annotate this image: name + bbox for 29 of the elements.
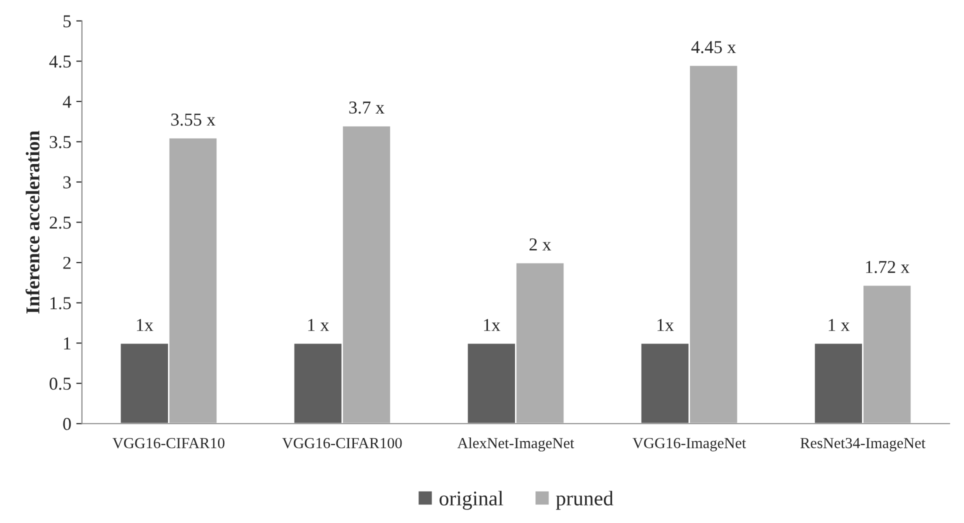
x-tick-label: VGG16-CIFAR100 [282, 438, 402, 448]
data-label: 1 x [308, 318, 329, 331]
y-tick-label: 4 [62, 96, 72, 108]
legend-label: original [440, 490, 504, 510]
y-tick-label: 4.5 [49, 56, 71, 68]
data-label: 1x [136, 318, 154, 331]
y-axis-title: Inference acceleration [26, 130, 40, 314]
y-tick-label: 0 [63, 418, 71, 430]
legend-label: pruned [556, 490, 614, 510]
data-label: 1 x [828, 318, 850, 331]
data-label: 4.45 x [691, 41, 736, 54]
data-label: 1x [484, 318, 500, 331]
x-tick-label: VGG16-CIFAR10 [112, 438, 224, 448]
y-tick-label: 5 [64, 15, 71, 28]
x-tick-label: ResNet34-ImageNet [800, 438, 926, 452]
data-label: 2 x [530, 238, 552, 250]
y-tick-label: 1.5 [50, 297, 71, 310]
x-tick-label: AlexNet-ImageNet [457, 438, 574, 452]
data-label: 3.7 x [349, 101, 384, 114]
x-tick-label: VGG16-ImageNet [632, 438, 746, 452]
data-label: 3.55 x [171, 114, 216, 126]
y-tick-label: 1 [64, 337, 70, 350]
y-tick-label: 3 [63, 176, 71, 188]
y-tick-label: 2.5 [50, 216, 71, 229]
y-tick-label: 3.5 [50, 136, 71, 148]
y-tick-label: 0.5 [50, 378, 71, 390]
data-label: 1.72 x [866, 260, 910, 274]
data-label: 1x [658, 318, 674, 331]
y-tick-label: 2 [63, 256, 71, 269]
